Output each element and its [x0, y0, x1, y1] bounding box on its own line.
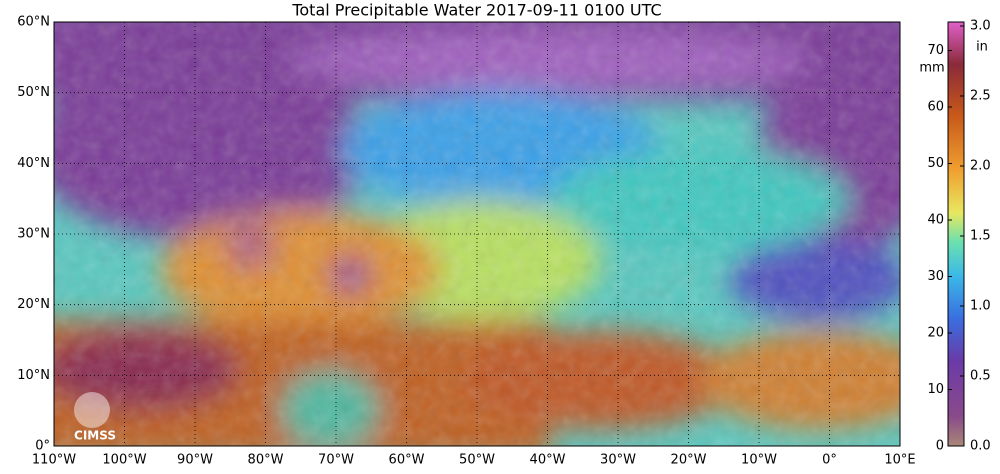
mm-label: 10	[927, 382, 944, 397]
lat-label: 20°N	[17, 297, 50, 312]
lon-label: 10°E	[884, 453, 915, 468]
lon-label: 10°W	[741, 453, 777, 468]
lon-label: 80°W	[248, 453, 284, 468]
in-label: 0.5	[970, 369, 991, 384]
lat-label: 10°N	[17, 368, 50, 383]
map-image	[54, 22, 900, 446]
colorbar	[947, 21, 965, 447]
in-unit: in	[976, 40, 988, 55]
mm-label: 60	[927, 100, 944, 115]
lon-label: 50°W	[459, 453, 495, 468]
lon-label: 90°W	[177, 453, 213, 468]
lon-label: 40°W	[530, 453, 566, 468]
mm-label: 30	[927, 269, 944, 284]
in-label: 0.0	[970, 439, 991, 454]
in-label: 3.0	[970, 19, 991, 34]
lat-label: 30°N	[17, 227, 50, 242]
lon-label: 70°W	[318, 453, 354, 468]
lat-label: 40°N	[17, 156, 50, 171]
lat-label: 60°N	[17, 15, 50, 30]
logo: CIMSS	[74, 392, 116, 443]
in-label: 2.5	[970, 89, 991, 104]
lat-label: 0°	[35, 439, 50, 454]
mm-label: 0	[936, 439, 944, 454]
mm-label: 50	[927, 156, 944, 171]
lon-label: 100°W	[102, 453, 146, 468]
lat-label: 50°N	[17, 85, 50, 100]
mm-unit: mm	[919, 61, 944, 76]
lon-label: 60°W	[389, 453, 425, 468]
lon-label: 30°W	[600, 453, 636, 468]
lon-label: 110°W	[32, 453, 76, 468]
in-label: 1.5	[970, 229, 991, 244]
mm-label: 40	[927, 213, 944, 228]
graticule	[54, 22, 900, 446]
lon-label: 20°W	[671, 453, 707, 468]
mm-label: 70	[927, 43, 944, 58]
lon-label: 0°	[822, 453, 837, 468]
in-label: 2.0	[970, 159, 991, 174]
logo-text: CIMSS	[74, 429, 116, 443]
map-frame	[53, 21, 901, 447]
title: Total Precipitable Water 2017-09-11 0100…	[291, 1, 661, 20]
in-label: 1.0	[970, 299, 991, 314]
mm-label: 20	[927, 326, 944, 341]
